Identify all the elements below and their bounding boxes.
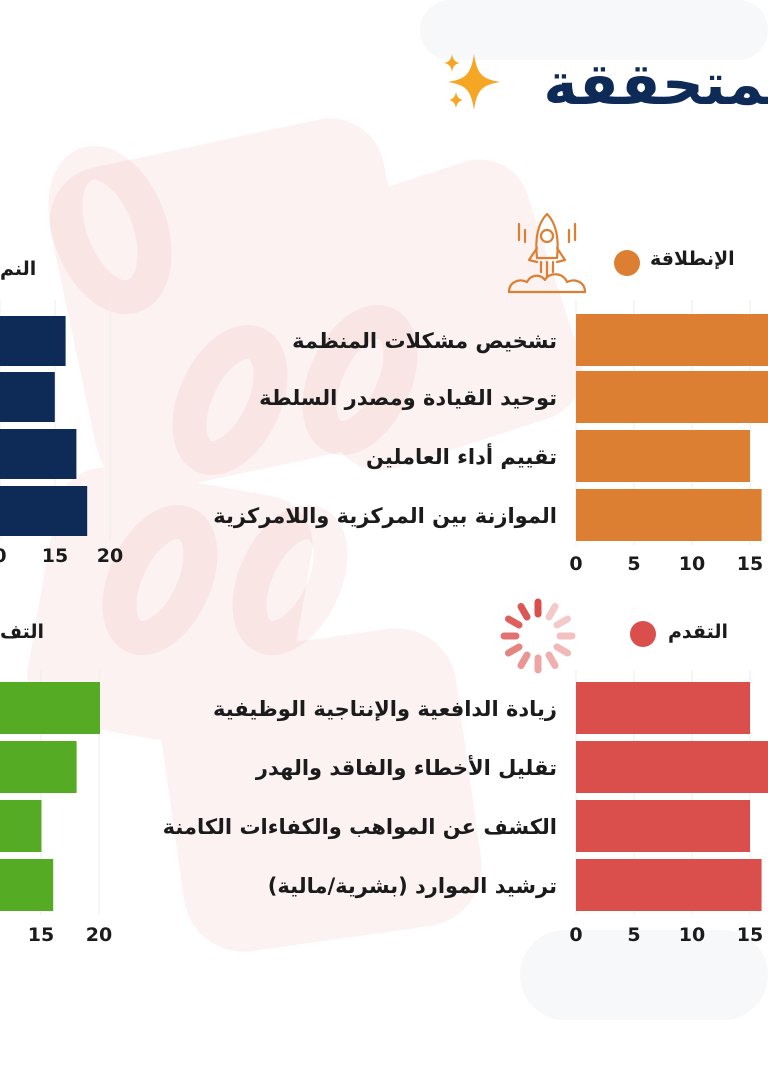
launch-category-label: تشخيص مشكلات المنظمة <box>292 329 557 353</box>
growth-tick-label: 15 <box>42 545 68 567</box>
launch-bar <box>576 489 762 541</box>
chart-title-progress: التقدم <box>668 621 728 643</box>
excellence-tick-label: 15 <box>28 924 54 946</box>
progress-bar <box>576 859 762 911</box>
progress-category-label: ترشيد الموارد (بشرية/مالية) <box>268 874 557 898</box>
legend-dot-launch <box>614 250 640 276</box>
progress-tick-label: 15 <box>737 924 763 946</box>
chart-title-growth: النم <box>0 258 37 280</box>
progress-bar <box>576 741 768 793</box>
growth-tick-label: 20 <box>97 545 123 567</box>
launch-tick-label: 15 <box>737 553 763 575</box>
excellence-bar <box>0 800 42 852</box>
excellence-bar <box>0 682 100 734</box>
launch-category-label: توحيد القيادة ومصدر السلطة <box>259 386 557 410</box>
chart-title-excellence: التف <box>0 621 45 643</box>
launch-bar <box>576 430 750 482</box>
launch-category-label: تقييم أداء العاملين <box>366 442 557 469</box>
launch-tick-label: 0 <box>569 553 582 575</box>
launch-tick-label: 10 <box>679 553 705 575</box>
growth-bar <box>0 486 88 536</box>
progress-tick-label: 0 <box>569 924 582 946</box>
progress-tick-label: 5 <box>627 924 640 946</box>
legend-dot-progress <box>630 621 656 647</box>
page-title: المتحققة <box>0 44 768 124</box>
loading-spinner-icon <box>500 598 576 674</box>
launch-bar <box>576 314 768 366</box>
progress-bar <box>576 800 750 852</box>
progress-category-label: الكشف عن المواهب والكفاءات الكامنة <box>163 815 557 839</box>
growth-bar <box>0 372 55 422</box>
excellence-tick-label: 20 <box>86 924 112 946</box>
progress-bar <box>576 682 750 734</box>
launch-bar <box>576 371 768 423</box>
excellence-bar <box>0 859 54 911</box>
growth-bar <box>0 429 77 479</box>
progress-category-label: زيادة الدافعية والإنتاجية الوظيفية <box>213 697 557 721</box>
launch-tick-label: 5 <box>627 553 640 575</box>
progress-tick-label: 10 <box>679 924 705 946</box>
excellence-bar <box>0 741 77 793</box>
sparkle-icon <box>444 54 500 110</box>
growth-bar <box>0 316 66 366</box>
page-title-text: المتحققة <box>543 50 768 118</box>
rocket-icon <box>507 212 587 294</box>
progress-category-label: تقليل الأخطاء والفاقد والهدر <box>255 754 557 780</box>
growth-tick-label: 0 <box>0 545 7 567</box>
launch-category-label: الموازنة بين المركزية واللامركزية <box>213 504 557 528</box>
chart-title-launch: الإنطلاقة <box>650 248 735 270</box>
